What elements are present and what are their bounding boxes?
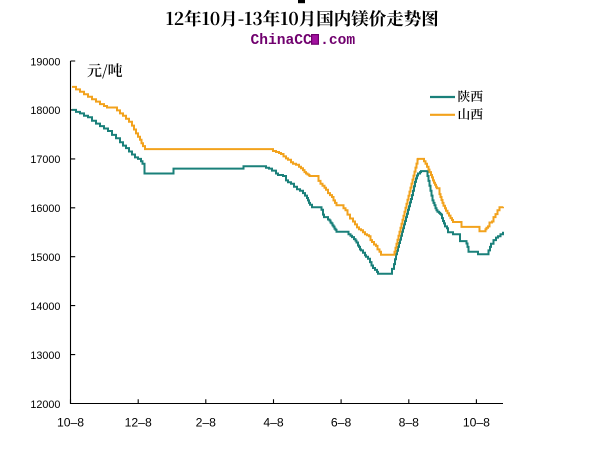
- svg-text:17000: 17000: [30, 154, 60, 166]
- svg-text:10–8: 10–8: [57, 416, 84, 430]
- svg-text:12–8: 12–8: [125, 416, 152, 430]
- svg-text:2–8: 2–8: [196, 416, 217, 430]
- svg-text:.com: .com: [320, 33, 355, 49]
- svg-text:14000: 14000: [30, 301, 60, 313]
- svg-text:8–8: 8–8: [399, 416, 420, 430]
- svg-text:13000: 13000: [30, 350, 60, 362]
- svg-text:12000: 12000: [30, 399, 60, 411]
- svg-text:18000: 18000: [30, 105, 60, 117]
- svg-text:10–8: 10–8: [463, 416, 490, 430]
- svg-text:ChinaCC: ChinaCC: [251, 33, 313, 49]
- svg-text:4–8: 4–8: [263, 416, 284, 430]
- svg-text:6–8: 6–8: [331, 416, 352, 430]
- svg-text:19000: 19000: [30, 56, 60, 68]
- svg-text:16000: 16000: [30, 203, 60, 215]
- svg-text:15000: 15000: [30, 252, 60, 264]
